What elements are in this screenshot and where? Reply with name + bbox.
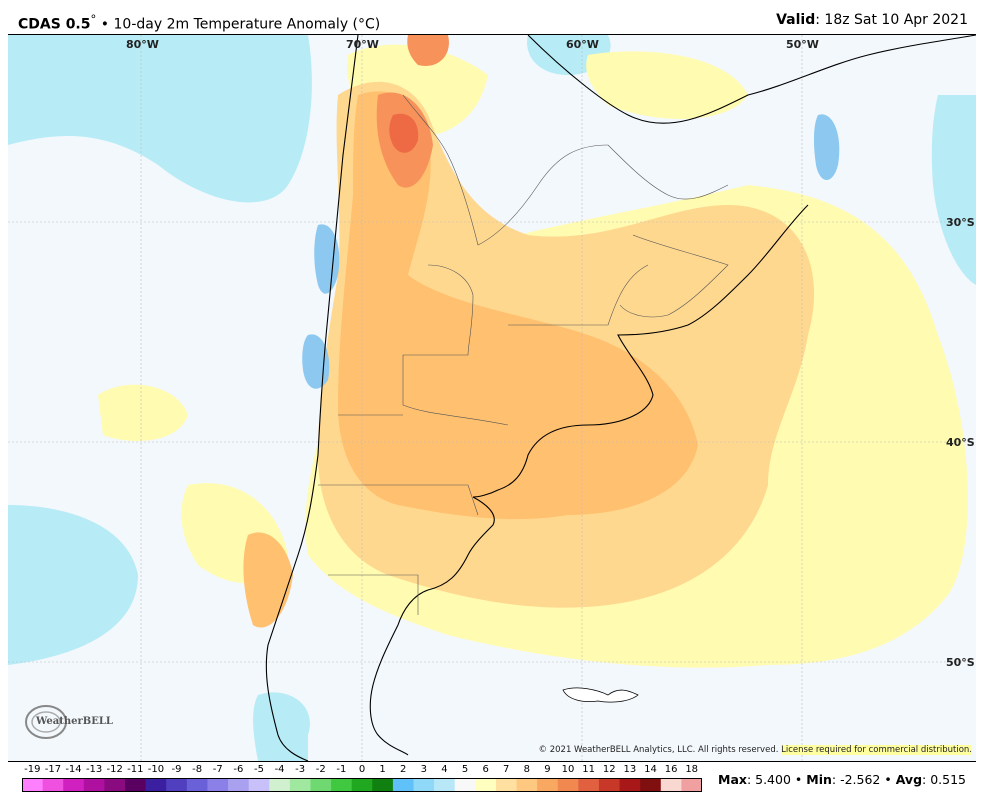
copyright-text: © 2021 WeatherBELL Analytics, LLC. All r… [538, 745, 779, 755]
lat-label: 30°S [946, 216, 975, 229]
colorbar-tick-label: 13 [623, 764, 637, 775]
colorbar-tick-label: 2 [400, 764, 407, 775]
stats: Max: 5.400 • Min: -2.562 • Avg: 0.515 [718, 772, 966, 787]
colorbar-swatch [248, 778, 270, 792]
colorbar-swatch [619, 778, 641, 792]
colorbar-swatch [166, 778, 188, 792]
colorbar-swatch [125, 778, 147, 792]
lon-label: 80°W [126, 38, 159, 51]
colorbar [22, 778, 702, 792]
colorbar-swatch [42, 778, 64, 792]
colorbar-tick-label: 18 [685, 764, 699, 775]
colorbar-tick-label: 1 [379, 764, 386, 775]
colorbar-tick-label: -3 [295, 764, 306, 775]
colorbar-swatch [557, 778, 579, 792]
colorbar-swatch [310, 778, 332, 792]
colorbar-swatch [207, 778, 229, 792]
lat-label: 40°S [946, 436, 975, 449]
colorbar-labels: -19 -17 -14 -13 -12 -11 -10 -9 -8 -7 -6 -5 -4 -3 -2 -1 0… [22, 764, 712, 778]
colorbar-border [22, 778, 702, 792]
colorbar-tick-label: 14 [644, 764, 657, 775]
colorbar-swatch [228, 778, 250, 792]
colorbar-tick-label: 11 [582, 764, 596, 775]
valid-label: Valid [776, 12, 816, 28]
colorbar-swatch [413, 778, 435, 792]
colorbar-swatch [598, 778, 621, 792]
colorbar-tick-label: -19 [24, 764, 41, 775]
colorbar-tick-label: -10 [147, 764, 165, 775]
lon-label: 70°W [346, 38, 379, 51]
colorbar-tick-label: -7 [212, 764, 223, 775]
colorbar-swatch [516, 778, 538, 792]
colorbar-tick-label: -6 [233, 764, 244, 775]
colorbar-tick-label: 10 [561, 764, 575, 775]
avg-label: Avg [895, 772, 923, 787]
colorbar-tick-label: -12 [106, 764, 123, 775]
min-value: -2.562 [840, 772, 881, 787]
min-label: Min [806, 772, 832, 787]
header: CDAS 0.5° • 10-day 2m Temperature Anomal… [0, 0, 984, 34]
copyright-notice: © 2021 WeatherBELL Analytics, LLC. All r… [539, 745, 972, 755]
anomaly-map [8, 34, 976, 762]
colorbar-tick-label: -11 [127, 764, 144, 775]
colorbar-swatch [289, 778, 311, 792]
lon-label: 60°W [566, 38, 599, 51]
model-name: CDAS 0.5 [18, 16, 91, 33]
colorbar-tick-label: 6 [482, 764, 489, 775]
avg-value: 0.515 [930, 772, 966, 787]
colorbar-tick-label: -1 [336, 764, 347, 775]
colorbar-swatch [83, 778, 105, 792]
colorbar-tick-label: -17 [44, 764, 62, 775]
colorbar-swatch [681, 778, 702, 792]
colorbar-swatch [372, 778, 394, 792]
max-label: Max [718, 772, 747, 787]
colorbar-swatch [351, 778, 373, 792]
colorbar-tick-label: -5 [253, 764, 264, 775]
colorbar-tick-label: 0 [358, 764, 366, 775]
colorbar-tick-label: -14 [65, 764, 82, 775]
logo-text: WeatherBELL [36, 716, 113, 727]
colorbar-tick-label: 12 [602, 764, 616, 775]
colorbar-tick-label: 9 [544, 764, 551, 775]
lon-label: 50°W [786, 38, 819, 51]
lat-label: 50°S [946, 656, 975, 669]
map-description: 10-day 2m Temperature Anomaly (°C) [113, 16, 381, 33]
colorbar-tick-label: 7 [503, 764, 510, 775]
license-text: License required for commercial distribu… [781, 745, 972, 755]
colorbar-tick-label: 16 [664, 764, 678, 775]
colorbar-swatch [392, 778, 415, 792]
valid-value: 18z Sat 10 Apr 2021 [824, 12, 968, 28]
colorbar-swatch [640, 778, 662, 792]
colorbar-tick-label: -8 [192, 764, 203, 775]
colorbar-swatch [145, 778, 167, 792]
map-title: CDAS 0.5° • 10-day 2m Temperature Anomal… [18, 12, 381, 33]
colorbar-tick-label: 3 [420, 764, 427, 775]
colorbar-tick-label: -13 [85, 764, 103, 775]
weatherbell-logo-icon [25, 705, 67, 739]
max-value: 5.400 [755, 772, 791, 787]
colorbar-tick-label: -2 [315, 764, 326, 775]
colorbar-swatch [104, 778, 126, 792]
colorbar-swatch [454, 778, 476, 792]
colorbar-tick-label: -9 [171, 764, 182, 775]
colorbar-swatch [331, 778, 353, 792]
map-canvas [8, 35, 976, 761]
colorbar-tick-label: 4 [441, 764, 448, 775]
colorbar-swatch [22, 778, 44, 792]
colorbar-swatch [495, 778, 518, 792]
colorbar-tick-label: -4 [274, 764, 285, 775]
colorbar-swatch [434, 778, 456, 792]
colorbar-swatch [578, 778, 600, 792]
colorbar-tick-label: 8 [523, 764, 531, 775]
colorbar-swatch [660, 778, 682, 792]
colorbar-swatch [63, 778, 85, 792]
colorbar-tick-label: 5 [461, 764, 469, 775]
colorbar-swatch [269, 778, 291, 792]
valid-time: Valid: 18z Sat 10 Apr 2021 [776, 12, 968, 28]
colorbar-swatch [537, 778, 559, 792]
colorbar-swatch [475, 778, 497, 792]
colorbar-swatch [186, 778, 208, 792]
